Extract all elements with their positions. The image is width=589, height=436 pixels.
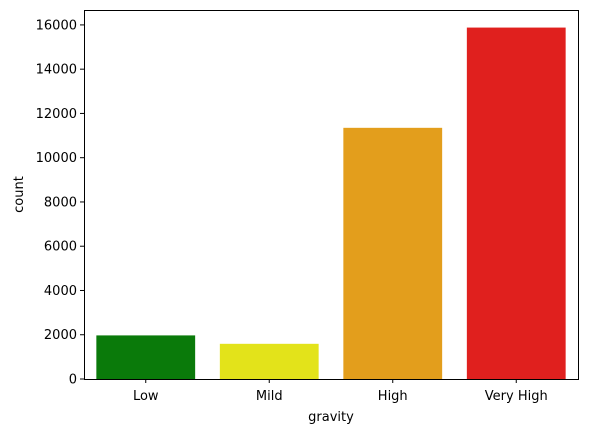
bar-low (96, 335, 196, 379)
y-tick-label: 4000 (44, 284, 77, 299)
x-tick-label: High (378, 389, 408, 404)
y-tick-label: 0 (69, 373, 77, 388)
x-tick-label: Low (133, 389, 159, 404)
y-tick-label: 16000 (36, 18, 77, 33)
x-axis-label: gravity (308, 410, 354, 425)
bars-layer (96, 27, 566, 379)
bar-high (343, 127, 443, 379)
y-tick-label: 12000 (36, 107, 77, 122)
y-axis: 0 2000 4000 6000 8000 10000 12000 14000 16000 (36, 18, 84, 388)
y-tick-label: 14000 (36, 63, 77, 78)
x-tick-label: Very High (485, 389, 548, 404)
plot-frame (84, 10, 579, 380)
y-axis-label: count (12, 176, 27, 213)
y-tick-label: 6000 (44, 240, 77, 255)
y-tick-label: 8000 (44, 195, 77, 210)
bar-mild (219, 343, 319, 379)
x-axis: Low Mild High Very High (133, 379, 548, 404)
x-tick-label: Mild (256, 389, 283, 404)
y-tick-label: 2000 (44, 328, 77, 343)
bar-very-high (466, 27, 566, 379)
y-tick-label: 10000 (36, 151, 77, 166)
